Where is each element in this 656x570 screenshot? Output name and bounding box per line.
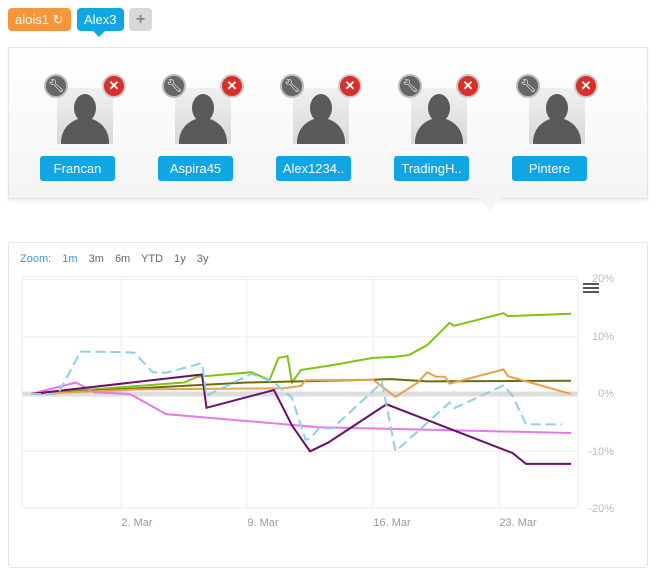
- tab-alois1[interactable]: alois1 ↻: [8, 8, 71, 31]
- chart-menu-icon[interactable]: [583, 283, 599, 295]
- remove-icon[interactable]: ✕: [102, 74, 126, 98]
- chart-container: [8, 242, 648, 568]
- x-tick: 9. Mar: [247, 517, 279, 529]
- avatar[interactable]: [57, 88, 113, 144]
- wrench-icon[interactable]: 🔧︎: [398, 74, 422, 98]
- avatar[interactable]: [529, 88, 585, 144]
- tab-alex3[interactable]: Alex3: [77, 8, 124, 37]
- x-tick: 16. Mar: [373, 517, 411, 529]
- y-tick: -10%: [588, 446, 614, 458]
- panel-pointer: [478, 198, 502, 210]
- zoom-6m[interactable]: 6m: [114, 253, 131, 265]
- profile-card: 🔧︎ ✕ Aspira45: [158, 72, 248, 184]
- wrench-icon[interactable]: 🔧︎: [162, 74, 186, 98]
- tab-label: Alex3: [84, 12, 117, 27]
- series-line-2: [30, 368, 572, 399]
- y-tick: 20%: [591, 273, 614, 285]
- wrench-icon[interactable]: 🔧︎: [280, 74, 304, 98]
- zoom-ytd[interactable]: YTD: [141, 253, 164, 265]
- y-tick: 0%: [598, 388, 614, 400]
- profile-name[interactable]: TradingH..: [394, 156, 469, 181]
- zoom-label: Zoom:: [20, 253, 52, 265]
- zoom-selector: Zoom: 1m 3m 6m YTD 1y 3y: [20, 253, 216, 265]
- remove-icon[interactable]: ✕: [456, 74, 480, 98]
- profile-card: 🔧︎ ✕ TradingH..: [394, 72, 484, 184]
- wrench-icon[interactable]: 🔧︎: [516, 74, 540, 98]
- series-line-4: [30, 373, 571, 465]
- tab-label: alois1: [15, 12, 49, 27]
- series-line-5: [31, 350, 562, 454]
- x-tick: 23. Mar: [499, 517, 537, 529]
- add-tab-button[interactable]: +: [129, 8, 152, 31]
- series-line-3: [30, 381, 572, 434]
- profile-card: 🔧︎ ✕ Alex1234..: [276, 72, 366, 184]
- zoom-3m[interactable]: 3m: [88, 253, 104, 265]
- x-tick: 2. Mar: [121, 517, 153, 529]
- zoom-1m[interactable]: 1m: [62, 253, 78, 265]
- y-tick: -20%: [588, 503, 614, 515]
- avatar[interactable]: [293, 88, 349, 144]
- wrench-icon[interactable]: 🔧︎: [44, 74, 68, 98]
- avatar[interactable]: [175, 88, 231, 144]
- remove-icon[interactable]: ✕: [220, 74, 244, 98]
- series-line-0: [30, 312, 572, 395]
- profile-name[interactable]: Alex1234..: [276, 156, 351, 181]
- profile-name[interactable]: Pintere: [512, 156, 587, 181]
- y-tick: 10%: [591, 331, 614, 343]
- profile-name[interactable]: Francan: [40, 156, 115, 181]
- zoom-3y[interactable]: 3y: [196, 253, 209, 265]
- refresh-icon[interactable]: ↻: [52, 12, 64, 27]
- profile-card: 🔧︎ ✕ Francan: [40, 72, 130, 184]
- profile-card: 🔧︎ ✕ Pintere: [512, 72, 602, 184]
- remove-icon[interactable]: ✕: [574, 74, 598, 98]
- profile-name[interactable]: Aspira45: [158, 156, 233, 181]
- remove-icon[interactable]: ✕: [338, 74, 362, 98]
- plus-icon: +: [135, 11, 146, 28]
- avatar[interactable]: [411, 88, 467, 144]
- zoom-1y[interactable]: 1y: [174, 253, 186, 265]
- series-line-1: [30, 378, 572, 395]
